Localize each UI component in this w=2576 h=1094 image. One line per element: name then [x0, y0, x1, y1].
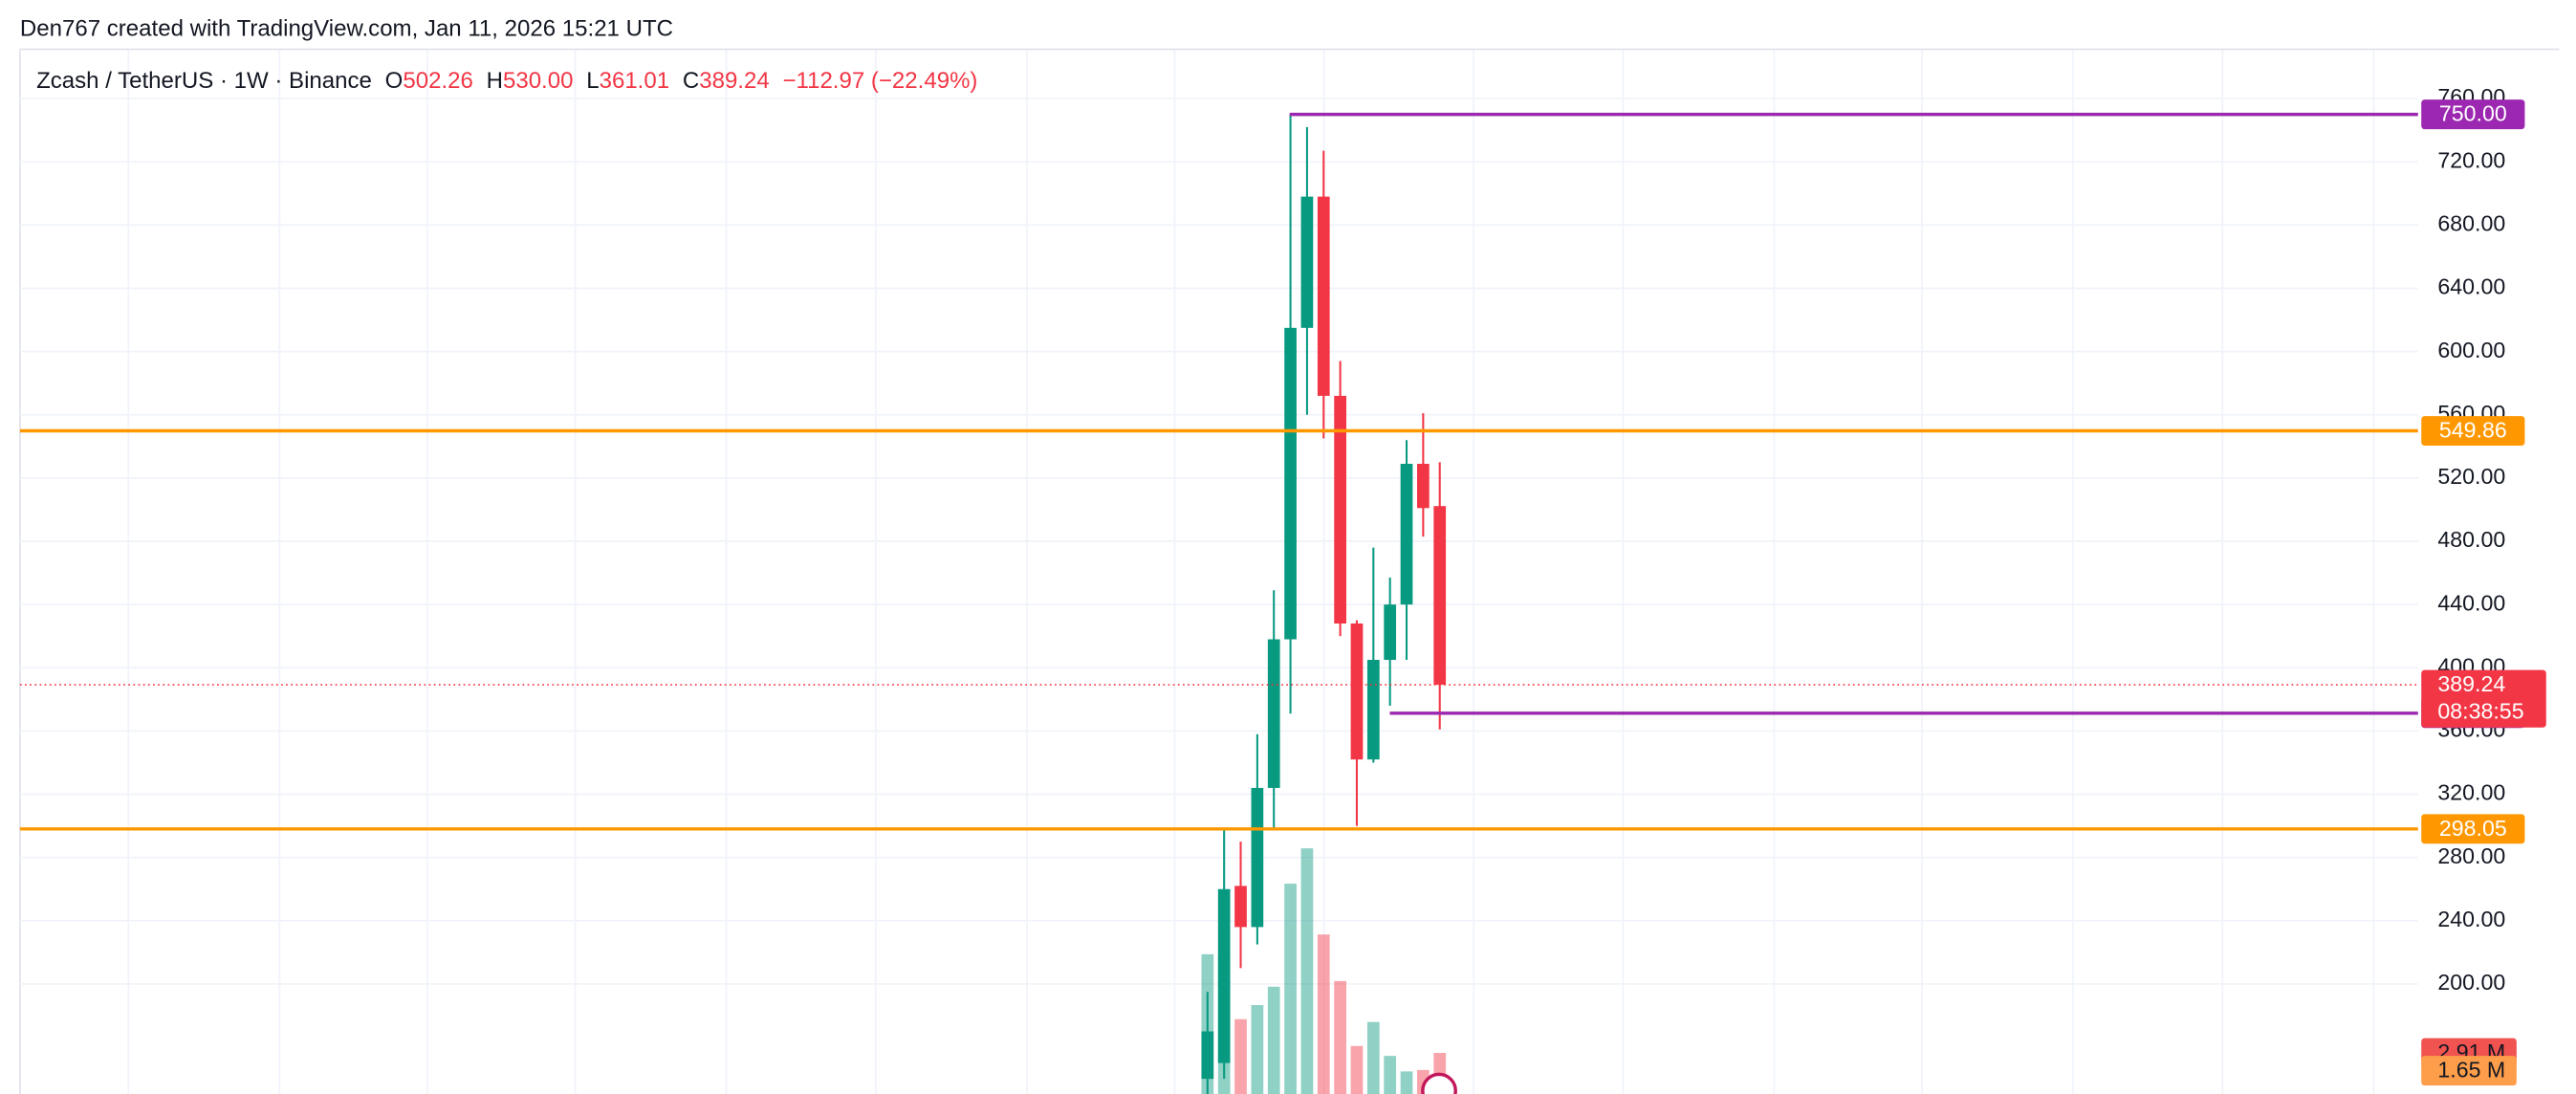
ohlc-key: L	[586, 68, 599, 94]
ohlc-key: H	[487, 68, 503, 94]
candle-body	[1400, 464, 1413, 605]
candle-body	[1284, 327, 1297, 640]
y-tick-label: 680.00	[2437, 210, 2505, 235]
volume-bar	[1267, 986, 1280, 1094]
level-label-box	[2421, 814, 2525, 844]
ohlc-key: O	[385, 68, 404, 94]
ohlc-value: 389.24	[699, 68, 770, 94]
ohlc-value: 361.01	[600, 68, 670, 94]
volume-bar	[1334, 980, 1346, 1094]
candle-body	[1317, 196, 1330, 396]
y-tick-label: 720.00	[2437, 147, 2505, 172]
volume-bar	[1350, 1045, 1364, 1094]
event-icon	[1421, 1072, 1457, 1094]
candle-body	[1251, 787, 1264, 928]
candle-body	[1267, 639, 1280, 788]
volume-label-box	[2421, 1056, 2517, 1086]
volume-bar	[1317, 934, 1330, 1094]
candle-body	[1366, 660, 1380, 760]
level-label: 298.05	[2439, 816, 2507, 841]
candle-body	[1201, 1031, 1214, 1080]
y-tick-label: 480.00	[2437, 527, 2505, 552]
candle-body	[1217, 888, 1231, 1063]
y-tick-label: 200.00	[2437, 970, 2505, 995]
countdown: 08:38:55	[2437, 698, 2523, 723]
last-price-label: 389.24	[2437, 671, 2505, 696]
symbol: Zcash / TetherUS · 1W · Binance	[36, 68, 372, 94]
attribution: Den767 created with TradingView.com, Jan…	[20, 15, 673, 41]
candle-body	[1334, 395, 1346, 624]
y-tick-label: 320.00	[2437, 780, 2505, 805]
symbol-legend: Zcash / TetherUS · 1W · Binance O502.26 H5…	[36, 68, 977, 94]
last-price-box	[2421, 669, 2546, 728]
volume-bar	[1284, 884, 1297, 1094]
level-label-box	[2421, 99, 2525, 130]
y-tick-label: 600.00	[2437, 338, 2505, 362]
candle-body	[1384, 604, 1397, 661]
level-label: 750.00	[2439, 101, 2507, 126]
candle-body	[1417, 464, 1430, 509]
y-tick-label: 240.00	[2437, 907, 2505, 931]
ohlc-value: 530.00	[503, 68, 574, 94]
level-label: 549.86	[2439, 418, 2507, 443]
y-tick-label: 640.00	[2437, 274, 2505, 299]
y-tick-label: 440.00	[2437, 590, 2505, 615]
volume-label: 1.65 M	[2437, 1058, 2505, 1083]
ohlc-value: 502.26	[403, 68, 473, 94]
candle-body	[1350, 623, 1364, 760]
volume-bar	[1384, 1056, 1397, 1094]
ohlc-key: C	[683, 68, 699, 94]
volume-bar	[1300, 848, 1314, 1094]
volume-bar	[1400, 1071, 1413, 1094]
y-tick-label: 520.00	[2437, 464, 2505, 489]
candle-body	[1234, 886, 1247, 928]
candle-body	[1433, 506, 1447, 686]
volume-bar	[1251, 1004, 1264, 1094]
y-tick-label: 280.00	[2437, 843, 2505, 868]
change: −112.97 (−22.49%)	[782, 68, 977, 94]
volume-bar	[1234, 1018, 1247, 1094]
volume-bar	[1366, 1021, 1380, 1094]
candle-body	[1300, 196, 1314, 328]
level-label-box	[2421, 416, 2525, 446]
